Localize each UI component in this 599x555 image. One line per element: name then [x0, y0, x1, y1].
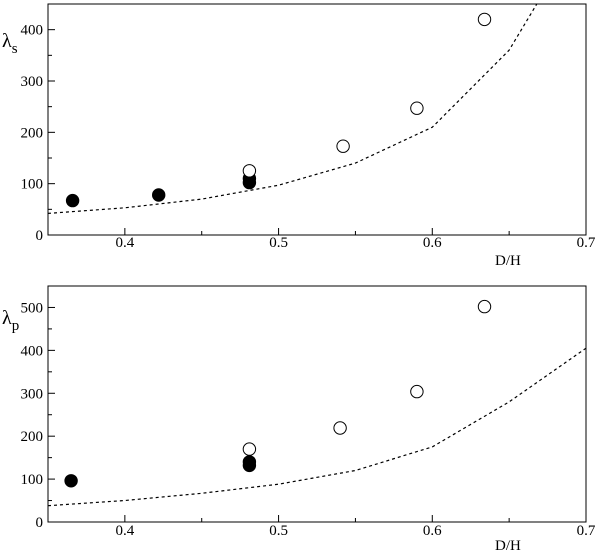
y-axis-label-symbol: λ [2, 307, 12, 329]
plot-frame [47, 285, 587, 523]
tick-marks [47, 3, 587, 236]
tick-labels: 0.4 0.5 0.6 0.7 0 100 200 300 400 [21, 23, 596, 251]
marker-layer [65, 12, 492, 208]
x-tick-label: 0.6 [423, 523, 442, 539]
x-axis-label: D/H [495, 538, 521, 554]
y-tick-label: 300 [21, 74, 44, 90]
y-axis-label-symbol: λ [2, 30, 12, 52]
open-marker [242, 164, 257, 178]
marker-layer [64, 299, 492, 488]
y-tick-label: 500 [21, 300, 44, 316]
x-tick-label: 0.5 [269, 523, 288, 539]
x-tick-label: 0.7 [577, 235, 596, 251]
y-axis-label: λs [2, 30, 18, 57]
y-tick-label: 0 [36, 515, 44, 531]
x-tick-label: 0.5 [269, 235, 288, 251]
y-tick-label: 200 [21, 125, 44, 141]
curve-layer [48, 347, 586, 507]
open-marker [410, 101, 424, 115]
curve-layer [48, 4, 538, 214]
x-tick-label: 0.7 [577, 523, 596, 539]
filled-marker [64, 474, 78, 488]
chart-panel-lambda-p: 0.4 0.5 0.6 0.7 0 100 200 300 400 500 λp D/H [2, 285, 596, 554]
filled-marker [242, 458, 257, 473]
dashed-curve [48, 347, 586, 507]
tick-marks [47, 285, 587, 523]
open-marker [242, 442, 257, 456]
filled-marker [242, 175, 257, 190]
open-marker [477, 12, 492, 27]
plot-frame [47, 3, 587, 236]
filled-marker [65, 193, 80, 208]
y-tick-label: 0 [36, 228, 44, 244]
y-tick-label: 400 [21, 23, 44, 39]
open-marker [410, 384, 424, 399]
x-tick-label: 0.4 [115, 235, 134, 251]
x-axis-label: D/H [495, 253, 521, 269]
y-tick-label: 400 [21, 343, 44, 359]
x-tick-label: 0.6 [423, 235, 442, 251]
open-marker [477, 299, 492, 314]
tick-labels: 0.4 0.5 0.6 0.7 0 100 200 300 400 500 [21, 300, 596, 539]
y-tick-label: 200 [21, 429, 44, 445]
open-marker [336, 139, 350, 153]
y-tick-label: 300 [21, 386, 44, 402]
x-tick-label: 0.4 [115, 523, 134, 539]
y-axis-label: λp [2, 307, 19, 334]
open-marker [333, 421, 347, 435]
chart-panel-lambda-s: 0.4 0.5 0.6 0.7 0 100 200 300 400 λs D/H [2, 3, 596, 269]
y-axis-label-subscript: p [12, 318, 20, 334]
filled-marker [152, 188, 166, 202]
y-axis-label-subscript: s [12, 41, 18, 57]
y-tick-label: 100 [21, 177, 44, 193]
y-tick-label: 100 [21, 472, 44, 488]
dashed-curve [48, 4, 538, 214]
